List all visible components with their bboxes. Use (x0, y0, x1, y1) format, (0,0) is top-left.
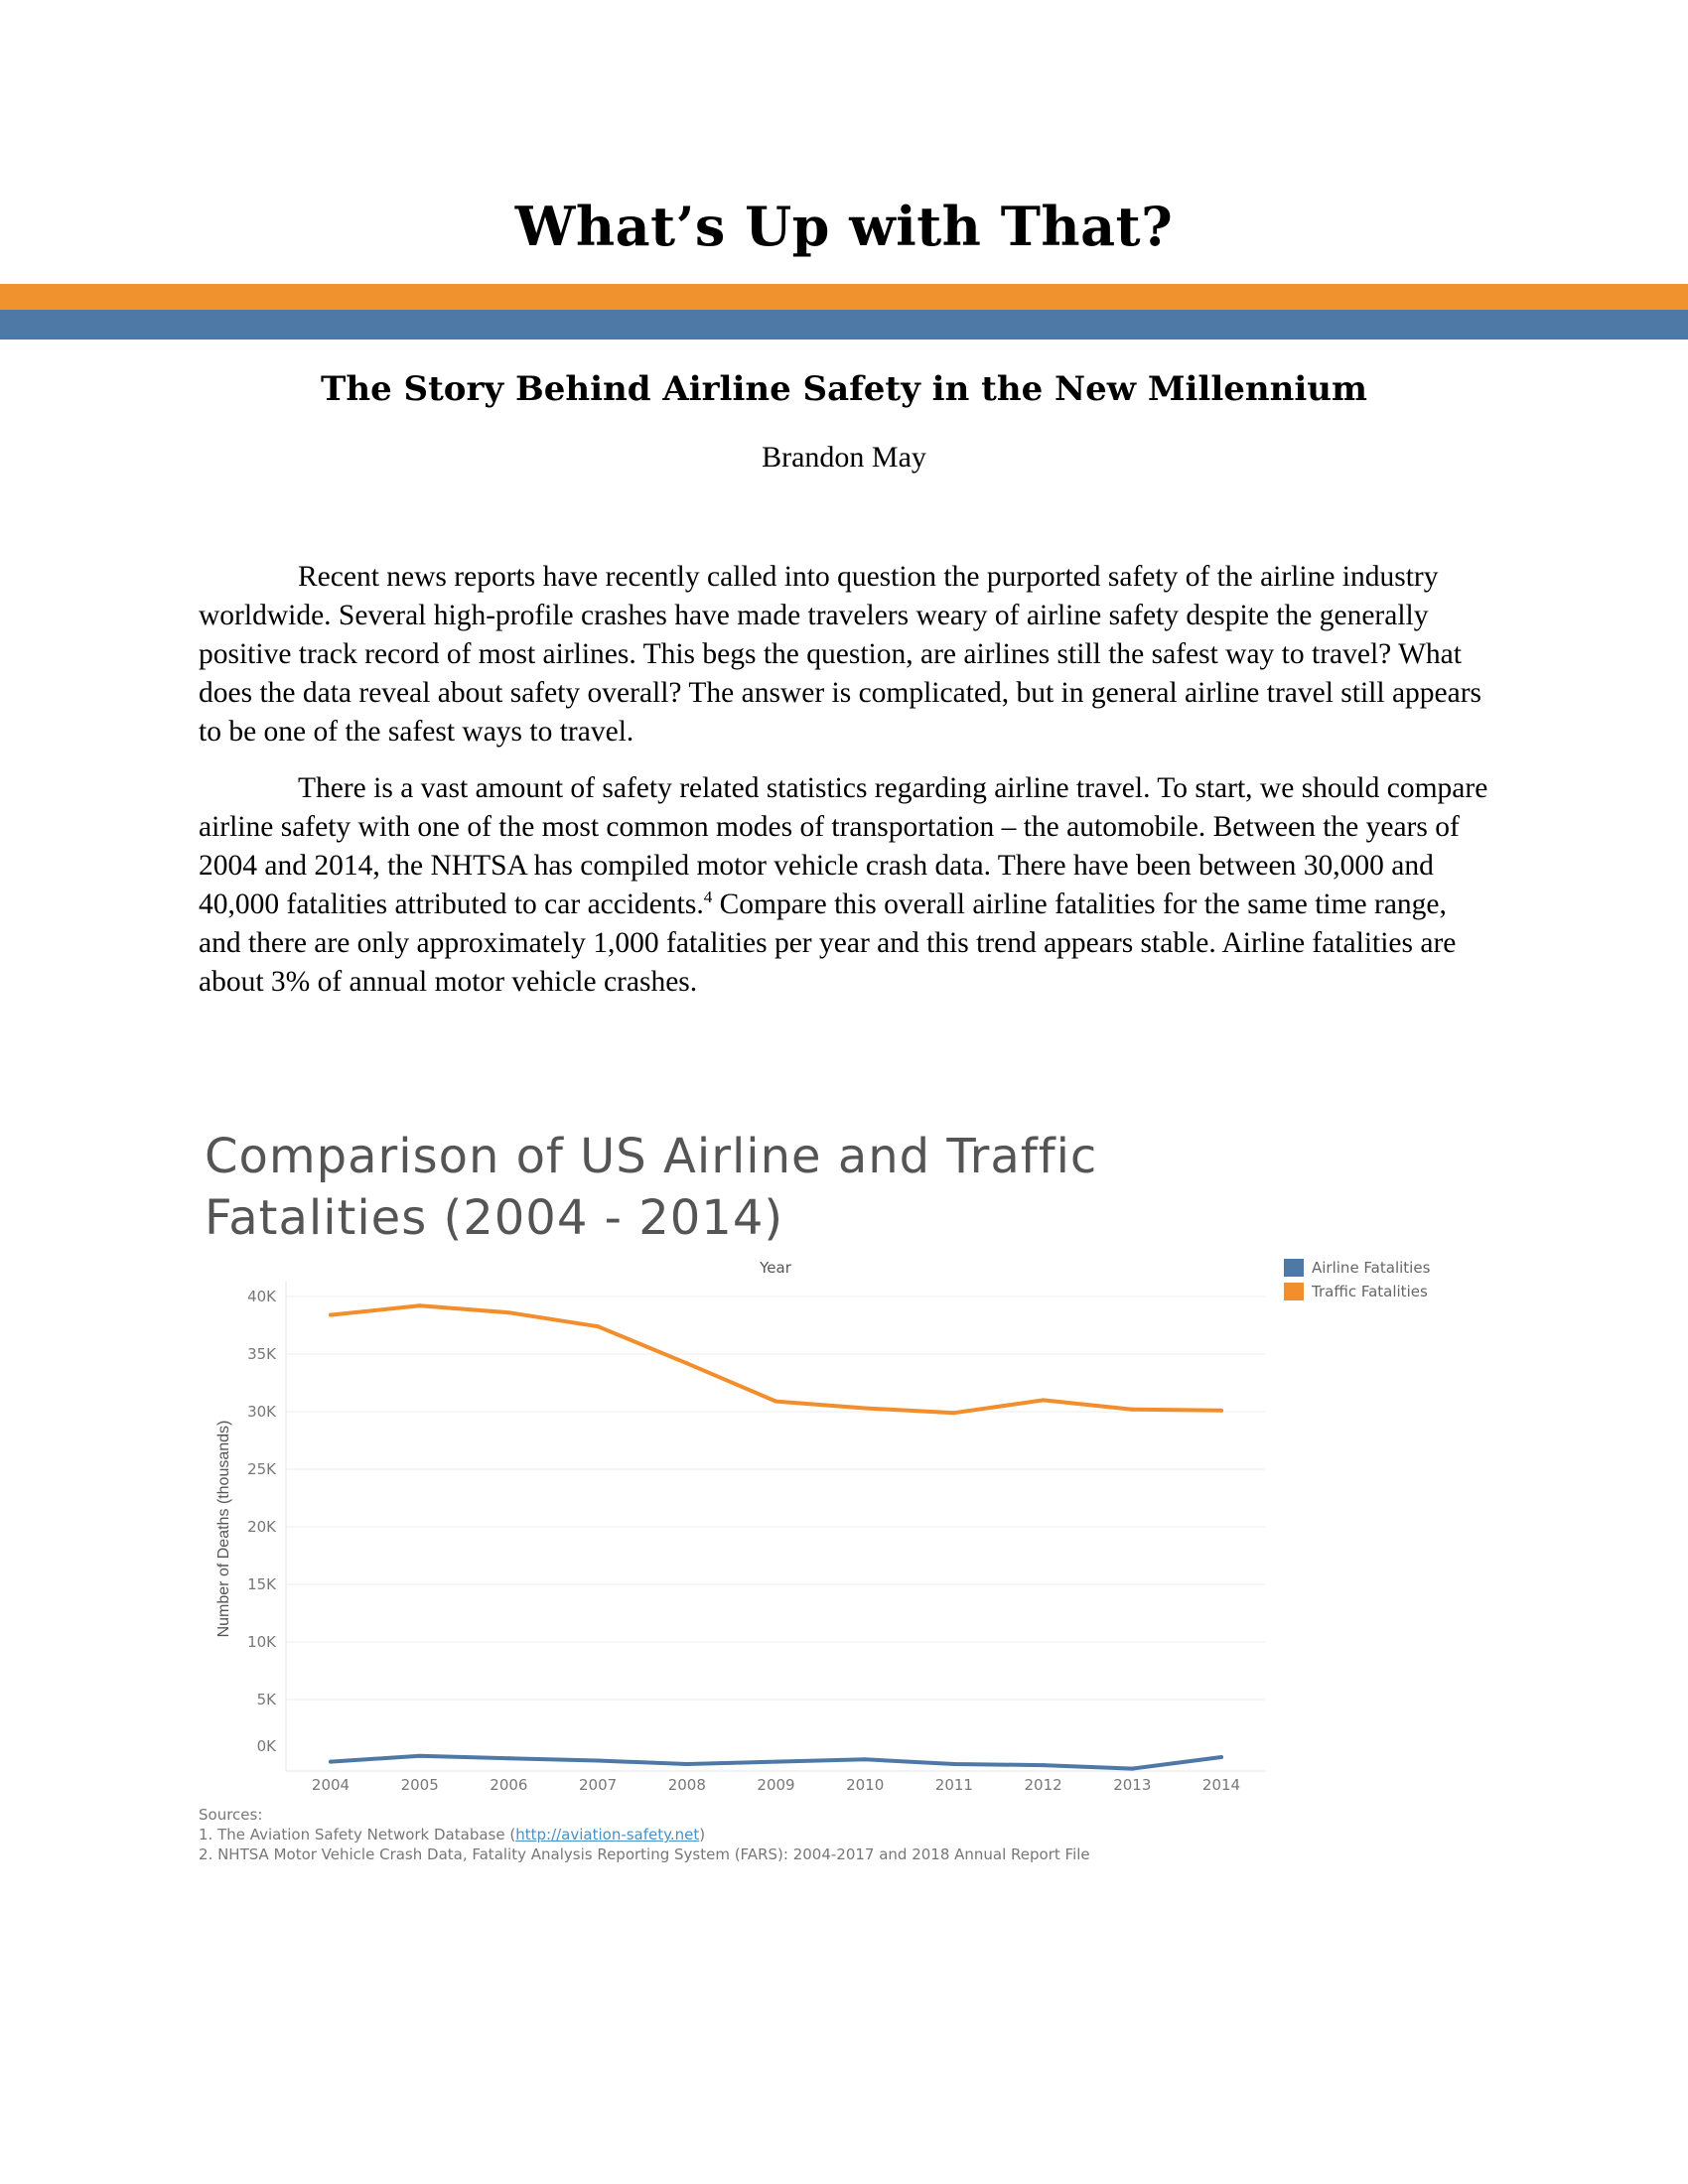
article-body: Recent news reports have recently called… (199, 558, 1489, 1020)
header-band-blue (0, 310, 1688, 340)
chart-title: Comparison of US Airline and Traffic Fat… (205, 1126, 1197, 1249)
y-tick-label: 0K (257, 1737, 278, 1755)
data-point-traffic (506, 1310, 511, 1315)
data-point-airline (329, 1759, 333, 1764)
source-item-2: 2. NHTSA Motor Vehicle Crash Data, Fatal… (199, 1845, 1090, 1863)
x-tick-label: 2008 (668, 1776, 706, 1794)
paragraph-2-text-b: Compare this overall airline fatalities … (199, 888, 1457, 998)
data-point-airline (951, 1761, 956, 1766)
paragraph-2: There is a vast amount of safety related… (199, 769, 1489, 1002)
source-item-1-suffix: ) (699, 1826, 706, 1843)
x-tick-label: 2007 (579, 1776, 617, 1794)
data-point-traffic (863, 1406, 868, 1411)
x-tick-label: 2010 (846, 1776, 884, 1794)
chart-legend: Airline Fatalities Traffic Fatalities (1284, 1256, 1430, 1303)
source-link-aviation-safety[interactable]: http://aviation-safety.net (515, 1826, 700, 1843)
y-axis-title: Number of Deaths (thousands) (215, 1421, 232, 1638)
x-axis-title: Year (759, 1259, 792, 1277)
x-tick-label: 2009 (757, 1776, 794, 1794)
data-point-airline (863, 1757, 868, 1762)
source-item-1-prefix: 1. The Aviation Safety Network Database … (199, 1826, 516, 1843)
paragraph-1: Recent news reports have recently called… (199, 561, 1482, 748)
y-tick-label: 15K (247, 1575, 277, 1593)
legend-label-airline: Airline Fatalities (1312, 1259, 1431, 1277)
data-point-traffic (951, 1411, 956, 1416)
axis-ticks: 0K 5K 10K 15K 20K 25K 30K 35K 40K 2004 2005 2006 200… (247, 1288, 1240, 1794)
data-point-airline (684, 1761, 689, 1766)
chart-sources: Sources: 1. The Aviation Safety Network … (199, 1805, 1090, 1864)
gridlines (285, 1281, 1265, 1772)
x-tick-label: 2011 (935, 1776, 973, 1794)
document-subtitle: The Story Behind Airline Safety in the N… (321, 369, 1367, 409)
author-name: Brandon May (762, 441, 926, 474)
data-point-traffic (684, 1361, 689, 1366)
data-point-airline (417, 1753, 422, 1758)
header-band-orange (0, 284, 1688, 310)
data-point-traffic (1219, 1408, 1223, 1413)
series-line-traffic (329, 1303, 1223, 1416)
data-point-airline (1219, 1755, 1223, 1759)
data-point-airline (1041, 1763, 1046, 1768)
x-tick-label: 2012 (1025, 1776, 1062, 1794)
x-tick-label: 2006 (490, 1776, 527, 1794)
chart-title-line-1: Comparison of US Airline and Traffic (205, 1129, 1098, 1184)
data-point-traffic (1130, 1407, 1135, 1412)
chart-title-line-2: Fatalities (2004 - 2014) (205, 1190, 784, 1246)
data-point-airline (1130, 1766, 1135, 1771)
data-point-traffic (1041, 1398, 1046, 1403)
data-point-airline (596, 1758, 601, 1763)
legend-swatch-traffic (1284, 1283, 1304, 1300)
sources-heading: Sources: (199, 1806, 263, 1824)
y-tick-label: 35K (247, 1345, 277, 1363)
document-title: What’s Up with That? (514, 195, 1174, 258)
legend-item-airline[interactable]: Airline Fatalities (1284, 1256, 1430, 1280)
x-tick-label: 2014 (1202, 1776, 1240, 1794)
y-tick-label: 5K (257, 1691, 278, 1708)
data-point-airline (506, 1756, 511, 1761)
data-point-traffic (329, 1312, 333, 1317)
data-point-traffic (417, 1303, 422, 1308)
y-tick-label: 20K (247, 1518, 277, 1536)
legend-label-traffic: Traffic Fatalities (1312, 1283, 1428, 1300)
x-tick-label: 2004 (312, 1776, 350, 1794)
legend-swatch-airline (1284, 1259, 1304, 1277)
data-point-traffic (774, 1399, 778, 1404)
y-tick-label: 40K (247, 1288, 277, 1305)
paragraph-2-text-a: There is a vast amount of safety related… (199, 772, 1488, 920)
y-tick-label: 10K (247, 1633, 277, 1651)
source-item-1: 1. The Aviation Safety Network Database … (199, 1825, 1090, 1844)
y-tick-label: 25K (247, 1460, 277, 1478)
footnote-reference: 4 (703, 887, 713, 907)
x-tick-label: 2005 (401, 1776, 439, 1794)
legend-item-traffic[interactable]: Traffic Fatalities (1284, 1280, 1430, 1303)
x-tick-label: 2013 (1113, 1776, 1151, 1794)
y-tick-label: 30K (247, 1403, 277, 1421)
data-point-airline (774, 1759, 778, 1764)
series-lines (329, 1303, 1223, 1771)
data-point-traffic (596, 1324, 601, 1329)
